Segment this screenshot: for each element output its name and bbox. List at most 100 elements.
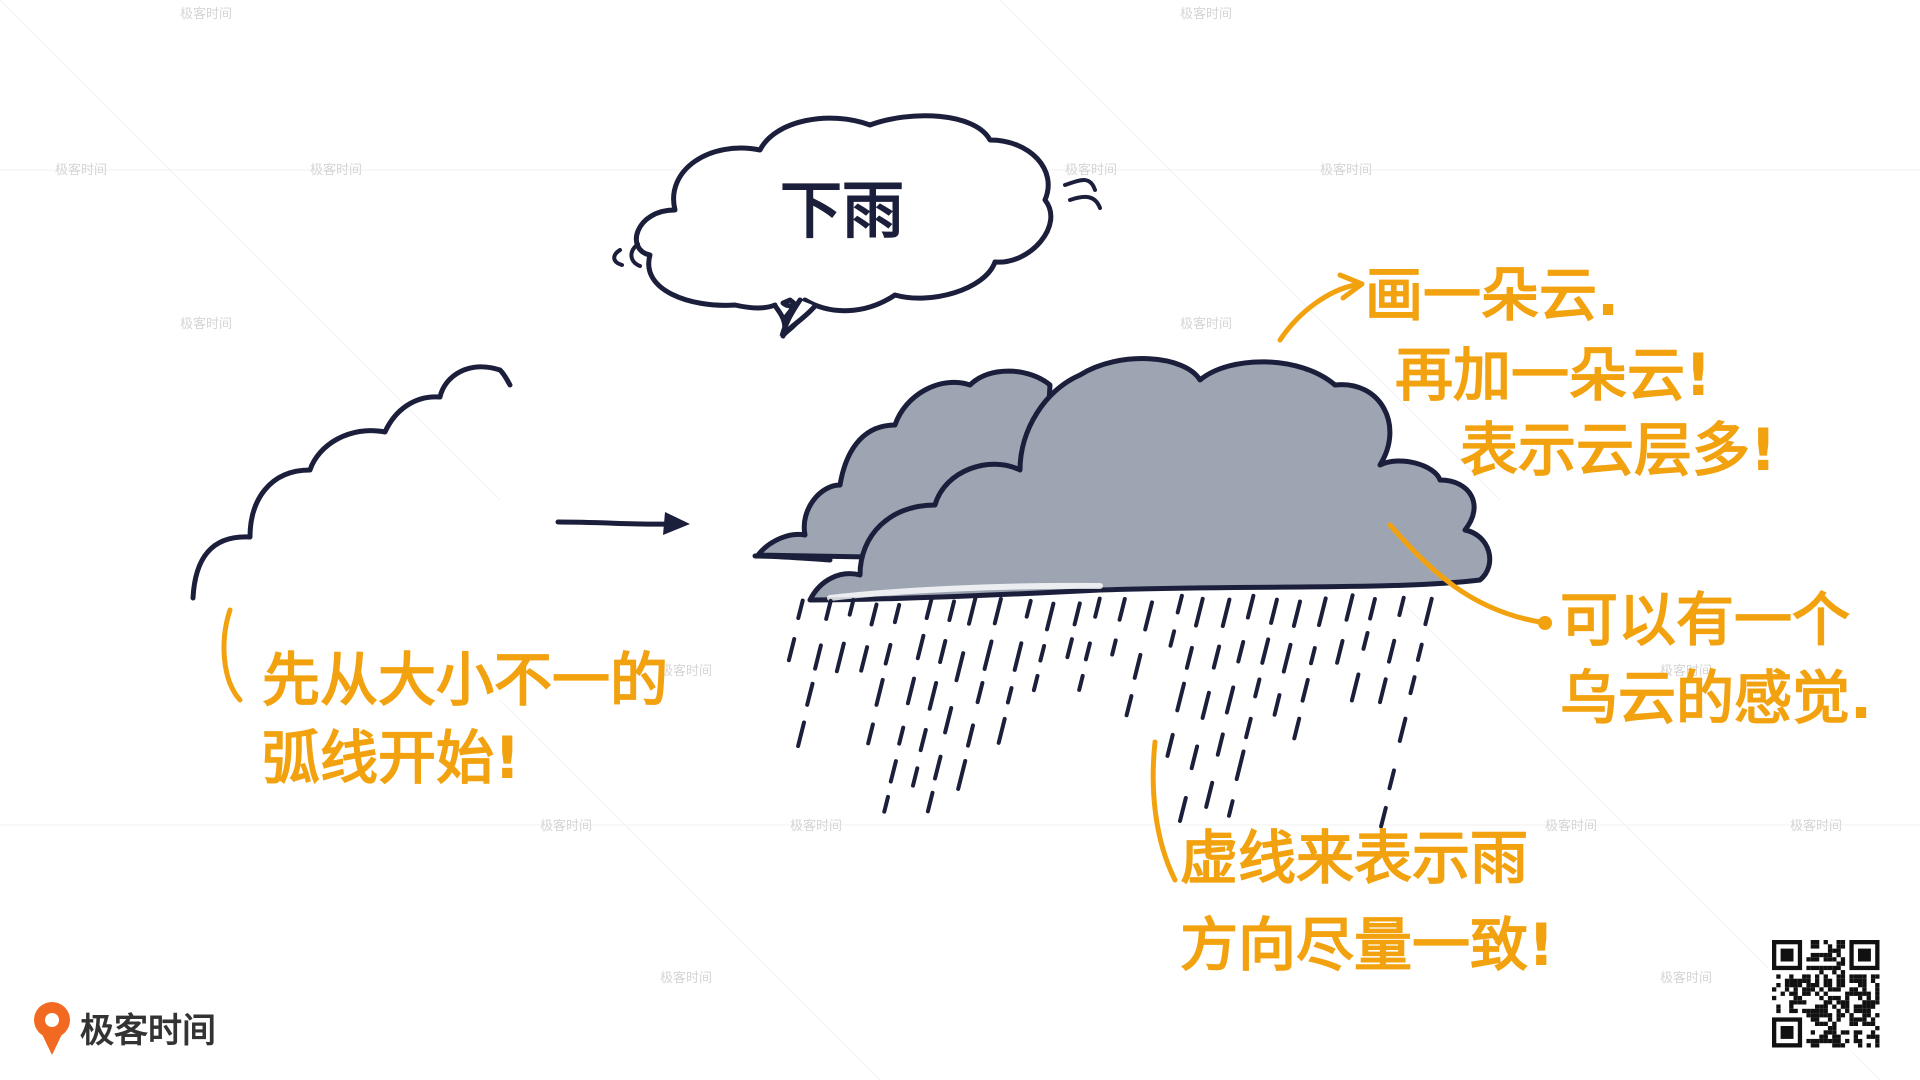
rain-dash [1300,677,1310,703]
rain-dash [1165,732,1175,758]
rain-dash [892,602,902,625]
rain-cloud [752,356,1493,603]
rain-dash [996,716,1007,745]
annotation-start-with-arcs-line1: 先从大小不一的 [262,646,668,714]
watermark: 极客时间 [1660,663,1712,679]
rain-dash [1132,652,1143,680]
rain-dash [834,641,846,674]
rain-dash [1143,600,1154,632]
watermark: 极客时间 [180,316,232,332]
rain-dash [869,602,879,627]
rain-dash [925,790,935,814]
rain-dash [897,725,906,746]
rain-dash [954,651,966,683]
annotation-draw-cloud-line1: 画一朵云. [1365,261,1619,329]
rain-dash [1397,716,1408,743]
watermark: 极客时间 [310,162,362,178]
watermark: 极客时间 [660,970,712,986]
rain-dash [1227,799,1235,818]
annotation-dark-cloud-feel-line1: 可以有一个 [1560,586,1850,654]
rain-dash [1117,597,1127,622]
rain-dash [847,597,856,617]
rain-dash [1110,638,1118,657]
watermarks: 极客时间 极客时间 极客时间 极客时间 极客时间 极客时间 极客时间 极客时间 … [55,6,1842,986]
rain-dash [1309,646,1317,666]
annotation-draw-cloud: 画一朵云. 再加一朵云! 表示云层多! [1277,261,1776,484]
qr-code-icon[interactable] [1768,936,1884,1052]
rain-dash [1204,780,1215,809]
cloud-base-line [752,553,833,563]
logo-text: 极客时间 [80,1011,216,1051]
rain-dashes [786,593,1434,829]
rain-dash [1253,677,1262,699]
rain-dash [1260,637,1271,665]
rain-dash [918,727,928,753]
speech-bubble: 下雨 [612,113,1102,339]
watermark: 极客时间 [1545,818,1597,834]
rain-dash [1175,681,1186,713]
geek-time-logo: 极客时间 [34,1002,216,1055]
rain-dash [874,677,885,707]
rain-dash [1344,593,1355,622]
rain-dash [1236,640,1246,664]
rain-dash [1291,599,1302,628]
rain-dash [933,754,943,781]
rain-dash [1189,744,1200,771]
rain-dash [824,598,833,621]
speech-bubble-text: 下雨 [780,174,904,247]
annotation-dashed-lines: 虚线来表示雨 方向尽量一致! [1150,739,1554,979]
rain-dash [982,639,994,671]
rain-dash [1415,642,1424,662]
rain-dash [1234,749,1246,781]
rain-dash [888,759,898,784]
rain-dash [859,645,870,673]
rain-dash [1012,641,1024,672]
rain-dash [813,643,823,671]
rain-dash [1184,645,1194,670]
rain-dash [1194,596,1205,628]
watermark: 极客时间 [1660,970,1712,986]
watermark: 极客时间 [790,818,842,834]
rain-dash [1269,597,1279,625]
annotation-start-with-arcs-line2: 弧线开始! [262,724,520,792]
arrow-to-cloud [555,512,690,535]
rain-dash [1224,685,1236,715]
rain-dash [1175,593,1184,615]
rain-dash [1387,768,1396,791]
front-cloud [807,356,1493,603]
annotation-dashed-lines-line2: 方向尽量一致! [1180,911,1554,979]
speech-bubble-tail [779,297,818,338]
rain-dash [966,723,975,748]
rain-dash [866,722,875,746]
watermark: 极客时间 [1065,162,1117,178]
rain-dash [956,759,968,791]
watermark: 极客时间 [1180,6,1232,22]
rain-dash [1423,596,1434,627]
rain-dash [796,720,806,748]
rain-dash [1065,637,1074,660]
rain-dash [1083,641,1092,662]
rain-dash [1005,686,1014,705]
annotation-dark-cloud-feel-line2: 乌云的感觉. [1560,664,1872,732]
rain-dash [1220,597,1232,628]
rain-dash [924,595,934,620]
rain-dash [1335,639,1345,665]
rain-dash [1245,593,1256,620]
rain-dash [1408,675,1417,696]
rain-dash [1211,644,1222,670]
rain-dash [938,639,948,664]
rain-dash [1361,631,1370,651]
rain-dash [1387,638,1397,664]
rain-dash [947,599,956,622]
rain-dash [1379,805,1388,829]
rain-dash [882,794,890,814]
rain-dash [1397,595,1406,617]
rain-dash [915,633,926,661]
rain-dash [1292,716,1302,741]
annotation-dark-cloud-feel: 可以有一个 乌云的感觉. [1387,522,1872,732]
rain-dash [1244,716,1253,740]
rain-dash [796,598,805,620]
front-cloud-highlight [827,582,1103,601]
rain-dash [1024,598,1033,619]
